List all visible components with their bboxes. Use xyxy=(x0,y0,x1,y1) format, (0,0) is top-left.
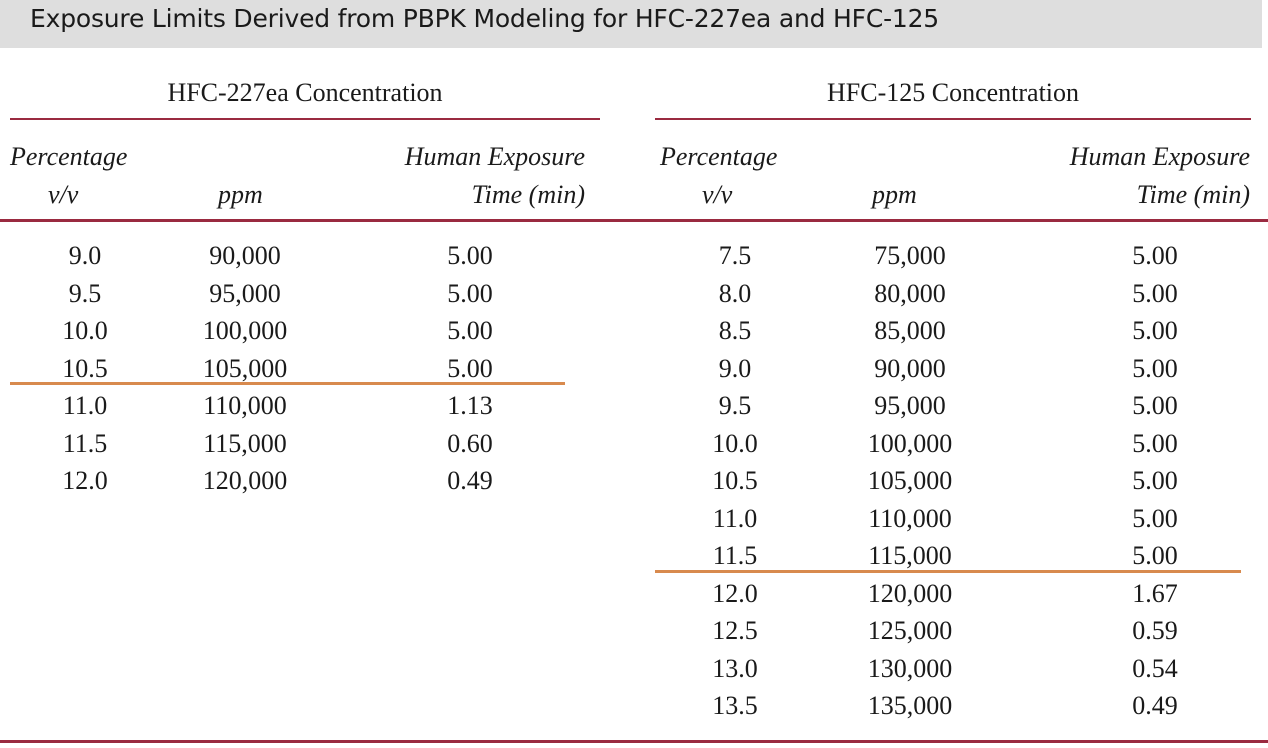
ppm-cell: 115,000 xyxy=(203,428,287,458)
col-header-percentage-label: Percentage xyxy=(10,142,128,171)
ppm-cell: 90,000 xyxy=(874,353,946,383)
group-rule-hfc125 xyxy=(655,118,1251,120)
exposure-time-cell: 5.00 xyxy=(1132,466,1178,495)
ppm-cell: 100,000 xyxy=(867,428,953,458)
exposure-time-cell: 1.67 xyxy=(1132,578,1178,608)
col-header-percentage: Percentage v/v xyxy=(0,138,150,214)
group-rule-hfc227ea xyxy=(10,118,600,120)
col-header-exposure-unit: Time (min) xyxy=(471,180,585,209)
percentage-cell: 10.0 xyxy=(62,316,108,345)
ppm-cell: 95,000 xyxy=(209,278,281,308)
col-header-exposure-2-label: Human Exposure xyxy=(1069,142,1250,171)
ppm-cell: 125,000 xyxy=(867,616,953,645)
table-bottom-rule xyxy=(0,740,1268,743)
col-header-percentage-2-label: Percentage xyxy=(660,142,778,171)
exposure-time-cell: 5.00 xyxy=(1132,428,1178,458)
title-band: Exposure Limits Derived from PBPK Modeli… xyxy=(0,0,1262,48)
table-title: Exposure Limits Derived from PBPK Modeli… xyxy=(30,4,940,33)
ppm-cell: 120,000 xyxy=(202,466,288,495)
exposure-time-cell: 0.49 xyxy=(1132,691,1178,720)
percentage-cell: 11.5 xyxy=(712,541,758,570)
percentage-cell: 12.5 xyxy=(712,616,758,645)
exposure-time-cell: 1.13 xyxy=(447,391,493,420)
exposure-time-cell: 5.00 xyxy=(1132,353,1178,383)
percentage-cell: 10.0 xyxy=(712,428,758,458)
ppm-cell: 105,000 xyxy=(867,466,953,495)
percentage-cell: 11.5 xyxy=(62,428,108,458)
col-header-ppm: ppm xyxy=(218,180,263,209)
percentage-cell: 7.5 xyxy=(718,241,752,270)
ppm-cell: 110,000 xyxy=(868,503,952,533)
exposure-time-cell: 5.00 xyxy=(447,316,493,345)
exposure-time-cell: 5.00 xyxy=(447,353,493,383)
exposure-time-cell: 5.00 xyxy=(1132,391,1178,420)
exposure-time-cell: 0.60 xyxy=(447,428,493,458)
ppm-cell: 115,000 xyxy=(868,541,952,570)
percentage-cell: 10.5 xyxy=(62,353,108,383)
percentage-cell: 11.0 xyxy=(62,391,108,420)
ppm-cell: 80,000 xyxy=(874,278,946,308)
ppm-cell: 135,000 xyxy=(867,691,953,720)
exposure-time-cell: 5.00 xyxy=(1132,278,1178,308)
exposure-time-cell: 5.00 xyxy=(447,241,493,270)
threshold-line-hfc125 xyxy=(655,570,1241,573)
percentage-cell: 10.5 xyxy=(712,466,758,495)
percentage-cell: 9.0 xyxy=(718,353,752,383)
percentage-cell: 8.0 xyxy=(718,278,752,308)
percentage-cell: 13.5 xyxy=(712,691,758,720)
ppm-cell: 100,000 xyxy=(202,316,288,345)
percentage-cell: 12.0 xyxy=(712,578,758,608)
col-header-percentage-2: Percentage v/v xyxy=(660,138,777,214)
ppm-cell: 105,000 xyxy=(202,353,288,383)
ppm-cell: 120,000 xyxy=(867,578,953,608)
group-header-hfc125: HFC-125 Concentration xyxy=(826,78,1080,107)
col-header-percentage-unit: v/v xyxy=(48,180,79,209)
percentage-cell: 13.0 xyxy=(712,653,758,683)
percentage-cell: 11.0 xyxy=(712,503,758,533)
threshold-line-hfc227ea xyxy=(10,382,565,385)
col-header-percentage-2-unit: v/v xyxy=(702,180,733,209)
col-header-exposure-time-2: Human Exposure Time (min) xyxy=(1000,138,1250,214)
group-header-hfc227ea: HFC-227ea Concentration xyxy=(167,78,443,107)
col-header-exposure-time: Human Exposure Time (min) xyxy=(330,138,585,214)
exposure-time-cell: 0.54 xyxy=(1132,653,1178,683)
ppm-cell: 95,000 xyxy=(874,391,946,420)
exposure-time-cell: 5.00 xyxy=(1132,316,1178,345)
exposure-time-cell: 5.00 xyxy=(1132,503,1178,533)
ppm-cell: 130,000 xyxy=(867,653,953,683)
percentage-cell: 8.5 xyxy=(718,316,752,345)
col-header-exposure-label: Human Exposure xyxy=(404,142,585,171)
percentage-cell: 9.5 xyxy=(718,391,752,420)
ppm-cell: 75,000 xyxy=(874,241,946,270)
percentage-cell: 12.0 xyxy=(62,466,108,495)
exposure-time-cell: 0.59 xyxy=(1132,616,1178,645)
ppm-cell: 90,000 xyxy=(209,241,281,270)
exposure-time-cell: 5.00 xyxy=(1132,241,1178,270)
exposure-time-cell: 5.00 xyxy=(1132,541,1178,570)
header-bottom-rule xyxy=(0,219,1268,222)
percentage-cell: 9.0 xyxy=(68,241,102,270)
col-header-ppm-2: ppm xyxy=(872,180,917,209)
ppm-cell: 85,000 xyxy=(874,316,946,345)
exposure-time-cell: 5.00 xyxy=(447,278,493,308)
percentage-cell: 9.5 xyxy=(68,278,102,308)
col-header-exposure-2-unit: Time (min) xyxy=(1136,180,1250,209)
exposure-time-cell: 0.49 xyxy=(447,466,493,495)
ppm-cell: 110,000 xyxy=(203,391,287,420)
